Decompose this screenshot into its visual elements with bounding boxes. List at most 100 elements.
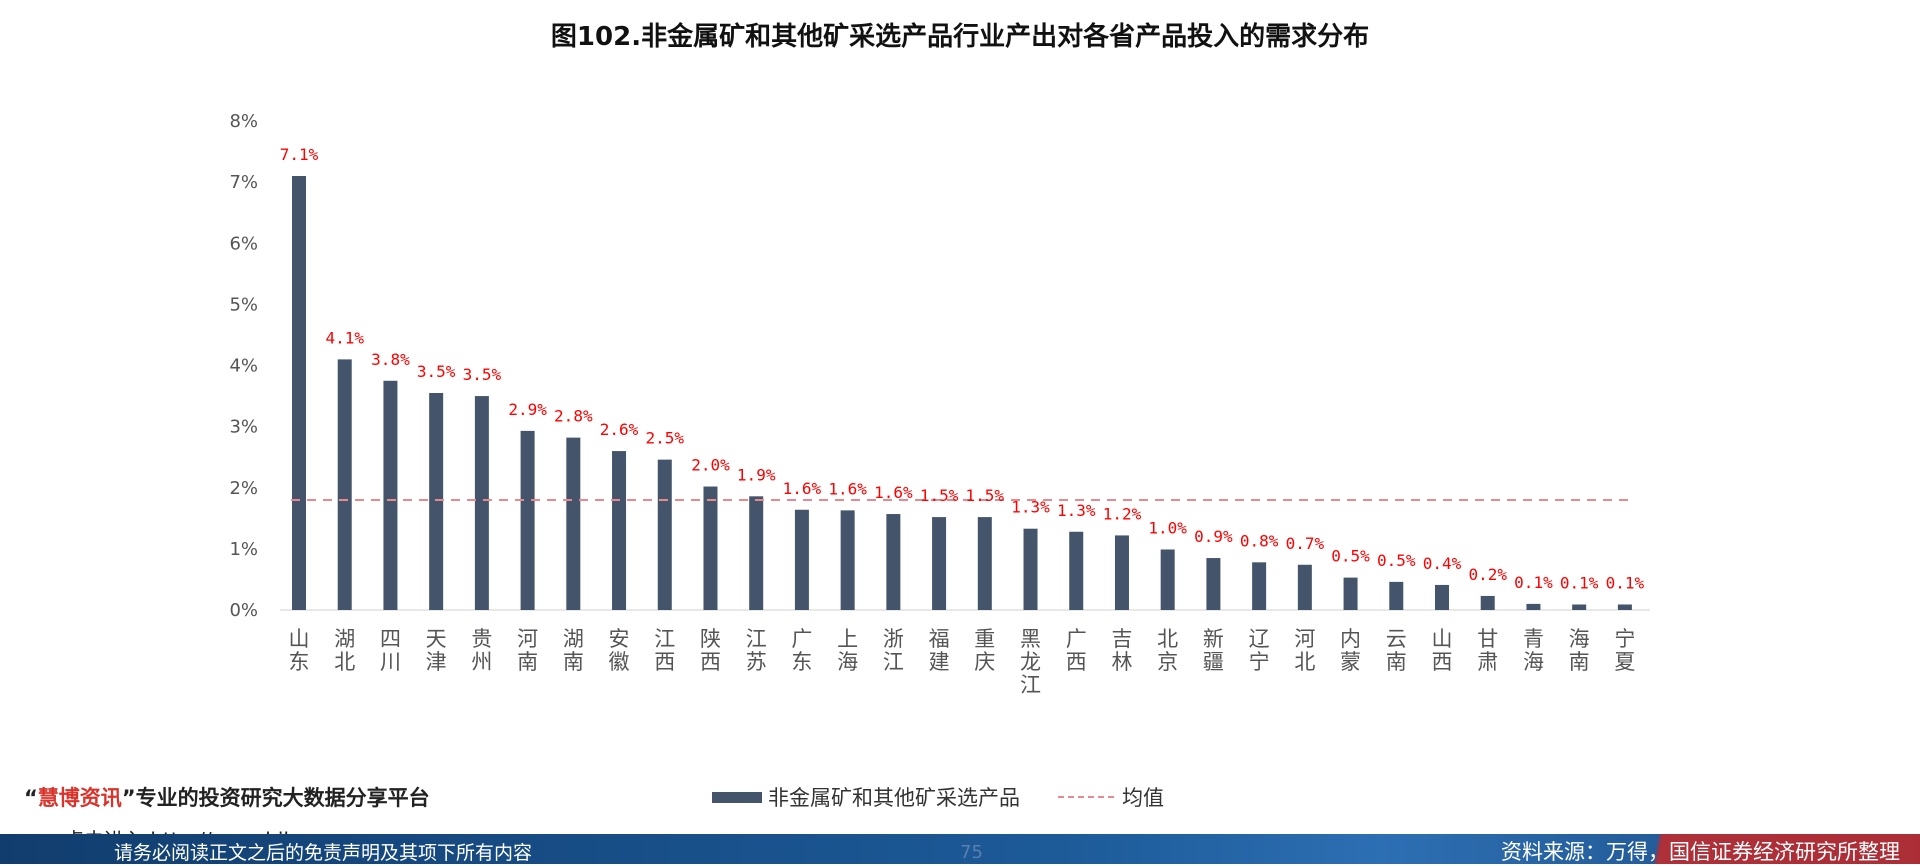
bar: [520, 430, 535, 610]
x-tick-label: 江: [654, 627, 675, 651]
legend-series-label: 非金属矿和其他矿采选产品: [768, 786, 1020, 810]
y-tick-label: 0%: [229, 600, 258, 621]
brand-name: 慧博资讯: [37, 786, 122, 810]
x-tick-label: 林: [1111, 650, 1132, 674]
x-tick-label: 南: [563, 650, 584, 674]
x-tick-label: 河: [517, 627, 538, 651]
bar: [749, 496, 764, 610]
y-tick-label: 1%: [229, 539, 258, 560]
x-tick-label: 京: [1157, 650, 1178, 674]
bar: [1252, 562, 1267, 610]
x-tick-label: 西: [700, 650, 721, 674]
data-label: 2.9%: [508, 400, 547, 419]
data-labels-group: 7.1% 4.1% 3.8% 3.5% 3.5% 2.9% 2.8% 2.6% 2.5% 2.0%…: [280, 145, 1645, 592]
legend-mean-label: 均值: [1122, 786, 1164, 810]
bar: [1206, 558, 1221, 610]
y-tick-label: 2%: [229, 478, 258, 499]
x-tick-label: 津: [426, 650, 447, 674]
y-tick-label: 4%: [229, 356, 258, 377]
page-number: 75: [960, 842, 983, 863]
bar: [1297, 564, 1312, 610]
disclaimer-text: 请务必阅读正文之后的免责声明及其项下所有内容: [114, 842, 533, 864]
x-tick-label: 江: [1020, 673, 1041, 697]
x-tick-label: 南: [1386, 650, 1407, 674]
brand-quote-open: “: [24, 786, 38, 810]
x-tick-label: 州: [471, 650, 492, 674]
bar-chart: 0% 1% 2% 3% 4% 5% 6% 7% 8% 7.1% 4.1% 3.8% 3.5% 3.5% 2…: [229, 111, 1650, 697]
x-tick-label: 北: [334, 650, 355, 674]
data-label: 1.5%: [966, 486, 1005, 505]
source-note: 资料来源：万得，国信证券经济研究所整理: [1501, 840, 1900, 864]
bar: [657, 459, 672, 610]
data-label: 0.1%: [1560, 573, 1599, 592]
footer-red-wedge: [1480, 834, 1920, 864]
data-label: 1.3%: [1057, 501, 1096, 520]
x-tick-label: 北: [1294, 650, 1315, 674]
x-tick-label: 云: [1386, 627, 1407, 651]
data-label: 0.1%: [1514, 573, 1553, 592]
bar: [1160, 549, 1175, 610]
x-tick-label: 新: [1203, 627, 1224, 651]
bar: [337, 359, 352, 610]
bar: [1114, 535, 1129, 610]
data-label: 3.5%: [417, 362, 456, 381]
x-tick-label: 青: [1523, 627, 1544, 651]
legend-bar-swatch: [712, 791, 762, 803]
data-label: 0.5%: [1377, 551, 1416, 570]
x-tick-label: 东: [289, 650, 310, 674]
x-tick-label: 西: [654, 650, 675, 674]
bars-group: [292, 176, 1632, 610]
data-label: 1.6%: [783, 479, 822, 498]
bar: [886, 514, 901, 610]
x-tick-label: 西: [1432, 650, 1453, 674]
x-tick-label: 山: [1432, 627, 1453, 651]
x-tick-label: 上: [837, 627, 858, 651]
x-tick-label: 湖: [334, 627, 355, 651]
x-tick-label: 疆: [1203, 650, 1224, 674]
bar: [1389, 581, 1404, 610]
bar: [566, 437, 581, 610]
bar: [977, 517, 992, 610]
data-label: 1.6%: [874, 483, 913, 502]
bar: [1480, 595, 1495, 610]
bar: [1023, 528, 1038, 610]
x-tick-label: 湖: [563, 627, 584, 651]
bar: [612, 451, 627, 610]
data-label: 0.9%: [1194, 527, 1233, 546]
bar: [1343, 577, 1358, 610]
x-tick-label: 徽: [609, 650, 630, 674]
x-tick-label: 浙: [883, 627, 904, 651]
x-tick-label: 重: [974, 627, 995, 651]
data-label: 0.4%: [1423, 554, 1462, 573]
y-tick-label: 3%: [229, 417, 258, 438]
x-tick-label: 东: [791, 650, 812, 674]
bar: [292, 176, 306, 610]
data-label: 7.1%: [280, 145, 319, 164]
x-tick-label: 辽: [1249, 627, 1270, 651]
y-tick-label: 7%: [229, 172, 258, 193]
x-axis: 山东湖北四川天津贵州河南湖南安徽江西陕西江苏广东上海浙江福建重庆黑龙江广西吉林北…: [289, 627, 1636, 697]
x-tick-label: 黑: [1020, 627, 1041, 651]
data-label: 0.5%: [1331, 547, 1370, 566]
data-label: 2.5%: [645, 429, 684, 448]
brand-text: 专业的投资研究大数据分享平台: [135, 786, 430, 810]
data-label: 1.3%: [1011, 498, 1050, 517]
x-tick-label: 福: [929, 627, 950, 651]
data-label: 2.8%: [554, 407, 593, 426]
x-tick-label: 夏: [1614, 650, 1635, 674]
x-tick-label: 贵: [471, 627, 492, 651]
y-tick-label: 5%: [229, 294, 258, 315]
data-label: 1.2%: [1103, 504, 1142, 523]
bar: [1526, 603, 1541, 610]
brand-quote-close: ”: [121, 786, 136, 810]
x-tick-label: 宁: [1614, 627, 1635, 651]
bar: [474, 396, 489, 610]
legend: 非金属矿和其他矿采选产品 均值: [712, 782, 1164, 812]
x-tick-label: 海: [837, 650, 858, 674]
y-axis: 0% 1% 2% 3% 4% 5% 6% 7% 8%: [229, 111, 1650, 621]
x-tick-label: 西: [1066, 650, 1087, 674]
x-tick-label: 安: [609, 627, 630, 651]
x-tick-label: 甘: [1477, 627, 1498, 651]
data-label: 1.0%: [1148, 518, 1187, 537]
y-tick-label: 6%: [229, 233, 258, 254]
